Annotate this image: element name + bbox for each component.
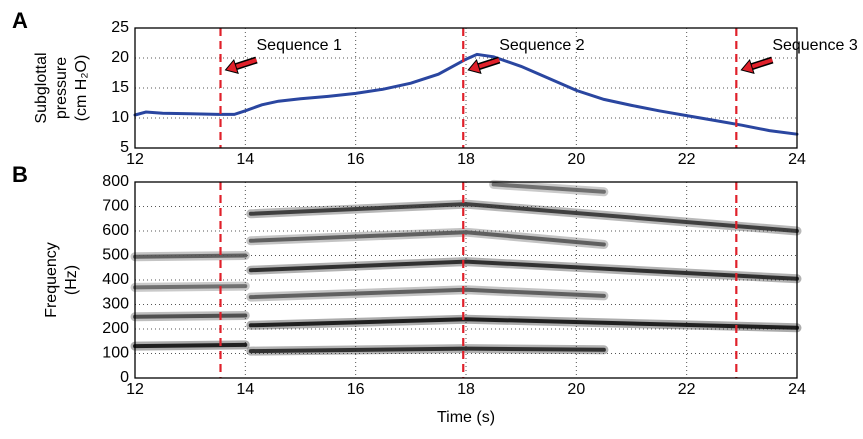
x-tick-label: 20 <box>567 381 585 398</box>
x-tick-label: 14 <box>236 151 254 168</box>
arrow-head <box>467 58 482 74</box>
y-tick-label: 25 <box>111 19 129 36</box>
x-tick-label: 20 <box>567 151 585 168</box>
harmonic-band <box>133 342 248 349</box>
x-tick-label: 24 <box>788 151 806 168</box>
sequence-label: Sequence 1 <box>257 37 343 54</box>
harmonic-band <box>133 284 248 290</box>
y-tick-label: 800 <box>102 173 129 190</box>
y-tick-label: 20 <box>111 49 129 66</box>
y-tick-label: 500 <box>102 247 129 264</box>
y-tick-label: 600 <box>102 222 129 239</box>
y-tick-label: 0 <box>120 369 129 386</box>
x-tick-label: 24 <box>788 381 806 398</box>
x-tick-label: 14 <box>236 381 254 398</box>
arrow-shaft <box>235 58 258 69</box>
y-tick-label: 200 <box>102 320 129 337</box>
y-axis-title: (Hz) <box>63 265 80 295</box>
x-tick-label: 16 <box>347 381 365 398</box>
y-tick-label: 700 <box>102 198 129 215</box>
y-tick-label: 10 <box>111 109 129 126</box>
arrow-head <box>740 58 755 74</box>
panel-label: A <box>12 8 28 33</box>
harmonic-band <box>248 317 799 330</box>
harmonic-band <box>248 346 606 354</box>
x-tick-label: 18 <box>457 381 475 398</box>
y-tick-label: 400 <box>102 271 129 288</box>
sequence-label: Sequence 3 <box>772 37 858 54</box>
arrow-shaft <box>751 58 773 69</box>
y-tick-label: 100 <box>102 345 129 362</box>
x-tick-label: 12 <box>126 151 144 168</box>
y-axis-title: Subglottal <box>33 52 50 123</box>
arrow-head <box>224 58 239 74</box>
harmonic-band <box>248 287 606 300</box>
harmonic-band <box>248 230 606 247</box>
plot-frame <box>134 27 798 149</box>
y-axis-title: pressure <box>53 57 70 119</box>
harmonic-band <box>248 259 799 281</box>
x-tick-label: 18 <box>457 151 475 168</box>
sequence-label: Sequence 2 <box>499 37 585 54</box>
y-axis-title: Frequency <box>43 242 60 318</box>
y-axis-title: (cm H₂O) <box>73 55 90 122</box>
x-tick-label: 12 <box>126 381 144 398</box>
harmonic-band <box>133 253 248 259</box>
harmonic-band <box>133 313 248 319</box>
x-tick-label: 16 <box>347 151 365 168</box>
y-tick-label: 5 <box>120 139 129 156</box>
harmonic-band <box>491 182 606 194</box>
x-tick-label: 22 <box>678 381 696 398</box>
y-tick-label: 300 <box>102 296 129 313</box>
plot-frame <box>134 181 798 379</box>
panel-label: B <box>12 162 28 187</box>
y-tick-label: 15 <box>111 79 129 96</box>
x-axis-title: Time (s) <box>437 409 495 426</box>
x-tick-label: 22 <box>678 151 696 168</box>
harmonic-band <box>248 202 799 233</box>
data-line <box>133 52 799 136</box>
arrow-shaft <box>478 58 500 69</box>
